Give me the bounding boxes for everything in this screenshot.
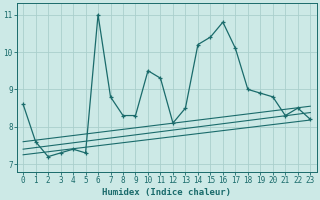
X-axis label: Humidex (Indice chaleur): Humidex (Indice chaleur)	[102, 188, 231, 197]
